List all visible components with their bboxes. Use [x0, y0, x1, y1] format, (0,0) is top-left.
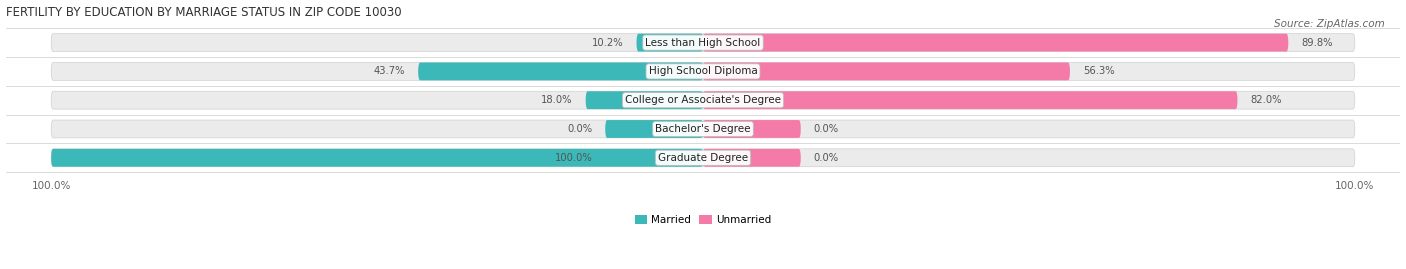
FancyBboxPatch shape	[703, 120, 801, 138]
FancyBboxPatch shape	[51, 149, 1355, 167]
Text: 100.0%: 100.0%	[554, 153, 592, 163]
FancyBboxPatch shape	[51, 120, 1355, 138]
FancyBboxPatch shape	[418, 62, 703, 80]
Text: 82.0%: 82.0%	[1250, 95, 1282, 105]
FancyBboxPatch shape	[703, 34, 1288, 52]
Text: 43.7%: 43.7%	[374, 66, 405, 76]
FancyBboxPatch shape	[586, 91, 703, 109]
Text: High School Diploma: High School Diploma	[648, 66, 758, 76]
FancyBboxPatch shape	[51, 149, 703, 167]
Text: 56.3%: 56.3%	[1083, 66, 1115, 76]
Text: 0.0%: 0.0%	[567, 124, 592, 134]
FancyBboxPatch shape	[703, 62, 1070, 80]
FancyBboxPatch shape	[703, 149, 801, 167]
Text: 89.8%: 89.8%	[1302, 38, 1333, 48]
Text: FERTILITY BY EDUCATION BY MARRIAGE STATUS IN ZIP CODE 10030: FERTILITY BY EDUCATION BY MARRIAGE STATU…	[6, 6, 401, 19]
FancyBboxPatch shape	[51, 91, 1355, 109]
FancyBboxPatch shape	[703, 91, 1237, 109]
Text: Graduate Degree: Graduate Degree	[658, 153, 748, 163]
FancyBboxPatch shape	[637, 34, 703, 52]
Text: Bachelor's Degree: Bachelor's Degree	[655, 124, 751, 134]
FancyBboxPatch shape	[51, 62, 1355, 80]
Text: 10.2%: 10.2%	[592, 38, 623, 48]
FancyBboxPatch shape	[605, 120, 703, 138]
Text: Less than High School: Less than High School	[645, 38, 761, 48]
Text: Source: ZipAtlas.com: Source: ZipAtlas.com	[1274, 19, 1385, 29]
Text: 0.0%: 0.0%	[814, 124, 839, 134]
FancyBboxPatch shape	[51, 34, 1355, 52]
Text: 18.0%: 18.0%	[541, 95, 572, 105]
Text: College or Associate's Degree: College or Associate's Degree	[626, 95, 780, 105]
Legend: Married, Unmarried: Married, Unmarried	[630, 211, 776, 229]
Text: 0.0%: 0.0%	[814, 153, 839, 163]
